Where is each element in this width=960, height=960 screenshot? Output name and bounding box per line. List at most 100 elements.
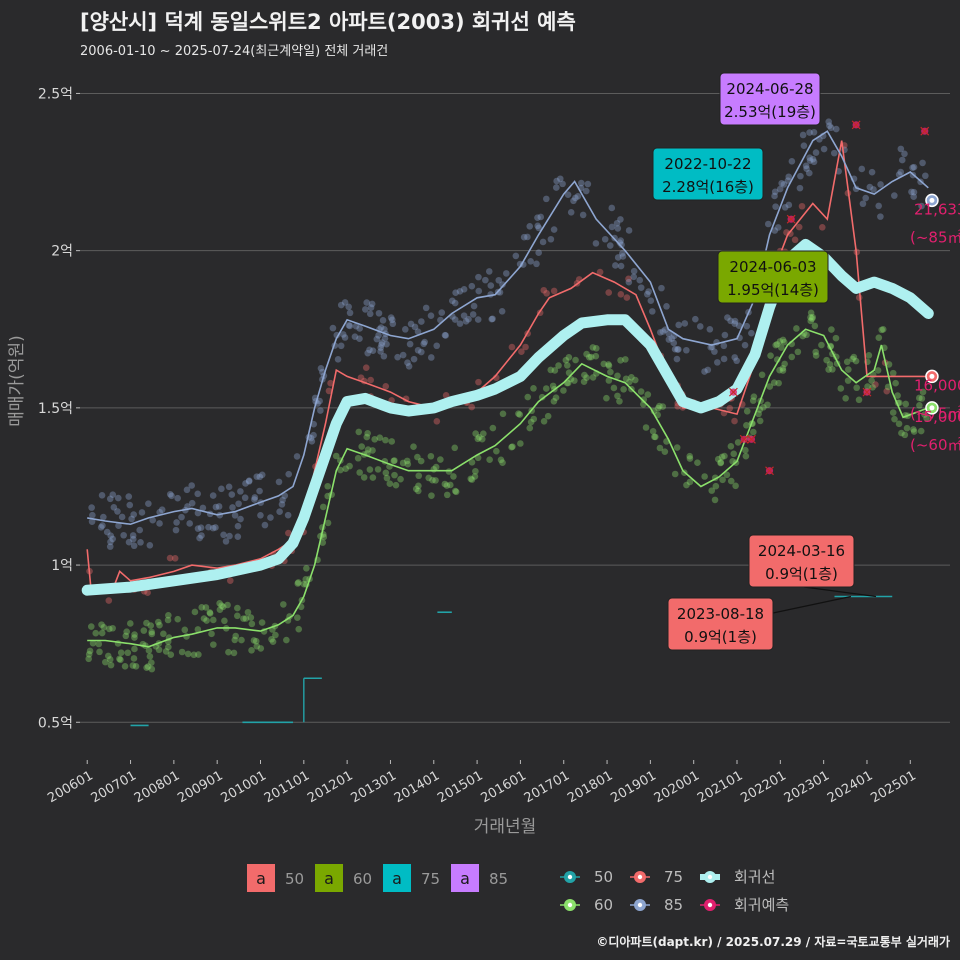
trade-point-60 [96, 648, 103, 656]
trade-point-60 [404, 460, 412, 468]
trade-point-60 [538, 393, 546, 401]
trade-point-60 [773, 340, 781, 348]
trade-point-60 [174, 615, 182, 623]
trade-point-85 [307, 434, 315, 442]
trade-point-60 [776, 338, 784, 345]
trade-point-60 [415, 472, 423, 480]
trade-point-85 [520, 233, 528, 241]
trade-point-85 [451, 316, 459, 323]
trade-point-85 [771, 227, 779, 234]
trade-point-60 [788, 353, 796, 361]
trade-point-60 [85, 655, 92, 663]
trade-point-60 [898, 429, 905, 437]
trade-point-60 [852, 357, 860, 365]
trade-point-85 [781, 204, 789, 211]
trade-point-60 [885, 361, 893, 368]
trade-point-60 [167, 651, 175, 659]
trade-point-60 [889, 369, 897, 377]
trade-point-85 [572, 194, 579, 202]
trade-point-60 [640, 396, 648, 403]
legend-fill-glyph: a [460, 869, 470, 888]
annotation-price: 2.28억(16층) [662, 178, 754, 196]
trade-point-85 [394, 353, 401, 361]
trade-point-60 [117, 656, 124, 664]
trade-point-60 [104, 652, 112, 660]
trade-point-85 [173, 519, 180, 526]
trade-point-60 [701, 473, 708, 480]
trade-point-60 [552, 394, 560, 402]
trade-point-60 [283, 636, 290, 644]
trade-point-60 [644, 391, 652, 398]
trade-point-60 [723, 471, 731, 479]
trade-point-85 [407, 320, 415, 328]
trade-point-60 [295, 579, 302, 586]
trade-point-85 [535, 224, 543, 232]
trade-point-50 [795, 223, 803, 231]
trade-point-50 [508, 343, 516, 351]
trade-point-85 [618, 250, 626, 257]
trade-point-60 [126, 620, 134, 627]
trade-point-85 [242, 480, 249, 487]
trade-point-60 [156, 621, 163, 629]
trade-point-50 [883, 387, 891, 395]
trade-point-60 [910, 426, 917, 433]
trade-point-60 [891, 415, 898, 423]
trade-point-85 [487, 282, 495, 289]
trade-point-85 [186, 520, 193, 527]
trade-point-60 [155, 618, 162, 626]
trade-point-60 [474, 435, 482, 443]
trade-point-60 [452, 487, 459, 495]
legend-line-dot-center [567, 902, 573, 908]
legend-line-dot-center [567, 874, 573, 880]
trade-point-60 [917, 427, 925, 435]
trade-point-85 [796, 184, 804, 192]
trade-point-60 [107, 661, 115, 669]
trade-point-60 [467, 475, 475, 483]
trade-point-85 [166, 490, 174, 498]
trade-point-85 [456, 287, 464, 295]
trade-point-85 [898, 156, 906, 164]
trade-point-60 [415, 482, 422, 490]
x-tick-label: 202301 [782, 768, 832, 806]
trade-point-85 [648, 308, 656, 315]
legend-fill-label: 75 [421, 870, 440, 888]
trade-point-60 [605, 361, 612, 368]
trade-point-85 [498, 307, 506, 315]
trade-point-85 [469, 311, 477, 318]
trade-point-85 [788, 158, 796, 165]
trade-point-85 [489, 315, 496, 323]
trade-point-85 [741, 341, 749, 349]
trade-point-60 [587, 353, 595, 361]
trade-point-60 [140, 627, 148, 634]
trade-point-85 [88, 518, 96, 525]
trade-point-85 [399, 351, 407, 359]
trade-point-60 [750, 393, 758, 400]
trade-point-60 [160, 630, 167, 638]
trade-point-60 [210, 641, 217, 648]
trade-point-60 [742, 452, 750, 460]
trade-point-60 [383, 474, 391, 482]
trade-point-60 [750, 428, 757, 436]
trade-point-85 [877, 181, 884, 188]
trade-point-60 [779, 364, 787, 372]
trade-point-85 [806, 157, 814, 164]
trade-point-60 [686, 455, 694, 462]
trade-point-60 [198, 604, 206, 611]
trade-point-85 [363, 299, 371, 306]
trade-point-60 [230, 649, 238, 657]
trade-point-85 [577, 179, 585, 187]
trade-point-85 [897, 145, 905, 153]
trade-point-85 [785, 173, 793, 181]
trade-point-85 [619, 253, 627, 260]
trade-point-60 [376, 434, 384, 442]
trade-point-60 [242, 615, 250, 622]
trade-point-60 [303, 565, 310, 572]
trade-point-60 [240, 615, 247, 622]
trade-point-60 [162, 648, 170, 655]
x-tick-label: 202201 [738, 768, 788, 806]
annotation-date: 2024-06-28 [726, 80, 813, 98]
trade-point-85 [810, 158, 818, 166]
trade-point-60 [711, 496, 719, 504]
forecast-end-dot [929, 373, 935, 379]
trade-point-60 [642, 424, 650, 431]
